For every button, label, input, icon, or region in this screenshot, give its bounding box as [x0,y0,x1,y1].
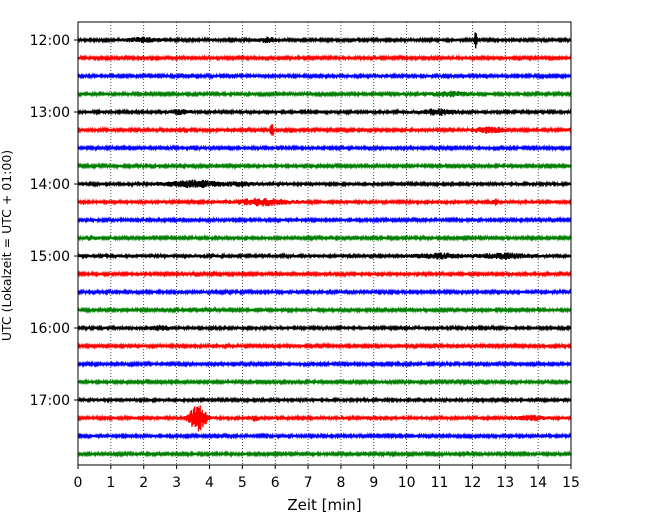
x-tick-label: 7 [304,475,313,491]
y-tick-label: 16:00 [30,321,70,337]
trace-1515 [77,270,572,278]
trace-1200 [77,32,572,49]
trace-1530 [77,288,572,296]
y-tick-label: 12:00 [30,33,70,49]
y-tick-label: 17:00 [30,393,70,409]
x-tick-label: 8 [336,475,345,491]
x-tick-label: 11 [431,475,449,491]
seismic-traces [77,32,572,458]
x-tick-label: 9 [369,475,378,491]
trace-1300 [77,107,572,117]
trace-1745 [77,450,572,458]
x-tick-label: 3 [172,475,181,491]
x-tick-label: 12 [463,475,481,491]
x-tick-label: 1 [106,475,115,491]
trace-1600 [77,324,572,333]
trace-1315 [77,124,572,136]
x-tick-label: 2 [139,475,148,491]
x-axis-label: Zeit [min] [287,496,361,514]
y-tick-label: 13:00 [30,105,70,121]
trace-1615 [77,342,572,350]
trace-1445 [77,234,572,242]
trace-1630 [77,360,572,368]
trace-1345 [77,162,572,170]
y-tick-label: 15:00 [30,249,70,265]
x-tick-label: 6 [271,475,280,491]
trace-1330 [77,144,572,152]
x-axis-ticks: 0 1 2 3 4 5 6 7 8 9 10 11 12 13 14 15 [74,465,580,491]
trace-1215 [77,54,572,62]
x-tick-label: 0 [74,475,83,491]
trace-1400 [77,179,572,189]
trace-1430 [77,216,572,224]
trace-1500 [77,251,572,260]
trace-1730 [77,432,572,440]
x-tick-label: 13 [496,475,514,491]
trace-1645 [77,378,572,386]
trace-1245 [77,90,572,98]
x-tick-label: 4 [205,475,214,491]
x-tick-label: 15 [562,475,580,491]
y-axis-ticks: 12:00 13:00 14:00 15:00 16:00 17:00 [30,33,78,409]
trace-1545 [77,306,572,314]
x-tick-label: 10 [398,475,416,491]
x-tick-label: 5 [238,475,247,491]
y-tick-label: 14:00 [30,177,70,193]
x-tick-label: 14 [529,475,547,491]
trace-1715 [77,405,572,432]
trace-1415 [77,197,572,207]
vertical-gridlines [110,22,539,465]
plot-frame [77,21,572,466]
y-axis-label: UTC (Lokalzeit = UTC + 01:00) [0,150,14,341]
trace-1230 [77,72,572,80]
trace-1700 [77,396,572,404]
